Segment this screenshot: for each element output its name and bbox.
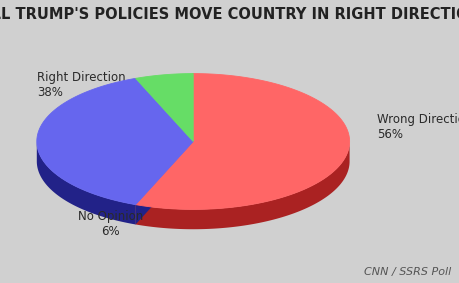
Polygon shape <box>37 142 135 224</box>
Text: Right Direction
38%: Right Direction 38% <box>37 71 125 99</box>
Text: CNN / SSRS Poll: CNN / SSRS Poll <box>363 267 450 277</box>
Text: No Opinion
6%: No Opinion 6% <box>78 210 143 237</box>
Text: WILL TRUMP'S POLICIES MOVE COUNTRY IN RIGHT DIRECTION?: WILL TRUMP'S POLICIES MOVE COUNTRY IN RI… <box>0 7 459 22</box>
Polygon shape <box>135 142 349 229</box>
Polygon shape <box>135 74 193 142</box>
Polygon shape <box>135 142 193 224</box>
Polygon shape <box>135 142 193 224</box>
Polygon shape <box>37 78 193 205</box>
Text: Wrong Direction
56%: Wrong Direction 56% <box>376 113 459 141</box>
Polygon shape <box>135 74 349 209</box>
